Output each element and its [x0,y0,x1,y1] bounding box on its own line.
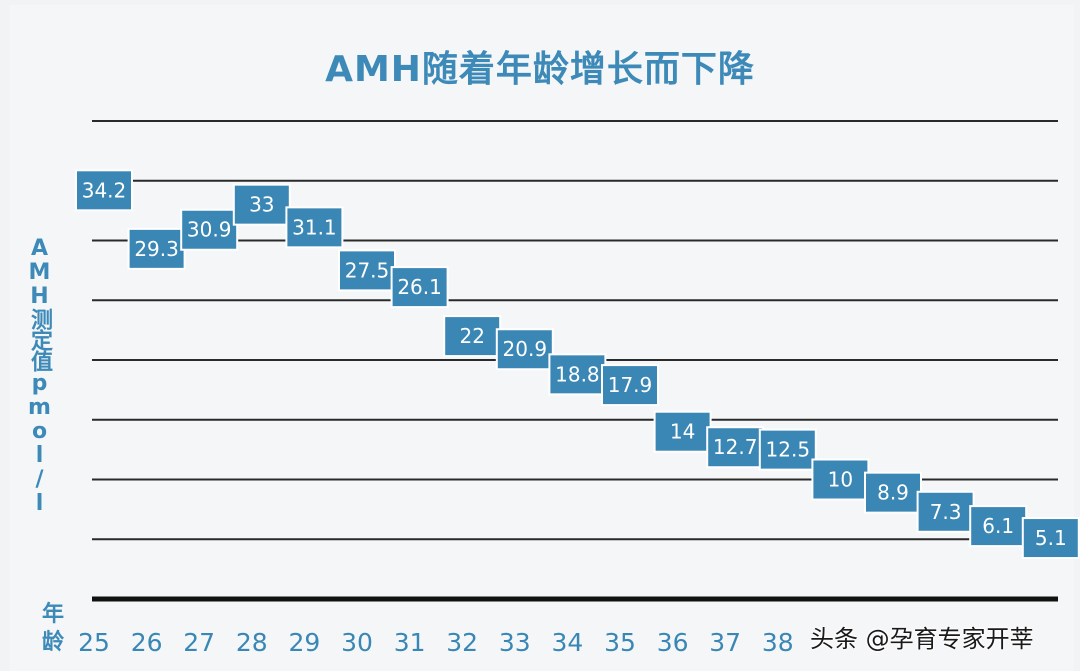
data-point-box: 17.9 [601,364,659,407]
data-label: 5.1 [1035,526,1067,550]
data-point-marker [443,315,502,358]
data-label: 20.9 [503,337,548,361]
data-point-box: 34.2 [75,169,133,212]
data-label: 18.8 [555,362,600,386]
data-point-marker [232,183,291,226]
x-axis-label-text: 年龄 [41,602,64,655]
data-point-box: 18.8 [548,353,607,396]
data-label: 7.3 [930,500,962,524]
x-axis-label: 年龄 [38,601,68,657]
data-label: 12.7 [713,435,758,459]
data-point-marker [811,458,870,501]
x-tick-label: 37 [709,628,741,657]
x-tick-label: 34 [551,628,583,657]
data-point-box: 27.5 [338,249,396,292]
data-point-box: 8.9 [864,471,922,514]
x-tick-label: 29 [288,628,320,657]
data-point-box: 31.1 [285,206,344,249]
data-label: 10 [828,468,853,492]
data-label: 34.2 [82,178,127,202]
data-label: 30.9 [187,218,232,242]
x-tick-label: 27 [183,628,215,657]
data-label: 8.9 [877,481,909,505]
data-label: 26.1 [397,275,442,299]
data-label: 12.5 [766,438,811,462]
data-label: 29.3 [134,237,179,261]
data-label: 31.1 [292,215,337,239]
x-tick-label: 35 [604,628,636,657]
x-tick-label: 25 [78,628,110,657]
x-tick-label: 31 [394,628,426,657]
data-point-box: 7.3 [916,490,975,533]
data-point-marker [285,206,344,249]
y-axis-label: AMH测定值pmol/l [27,236,52,515]
x-tick-label: 28 [236,628,268,657]
data-point-marker [758,428,817,471]
data-point-box: 26.1 [390,266,449,309]
data-point-marker [495,328,554,371]
data-label: 17.9 [608,373,653,397]
x-tick-label: 30 [341,628,373,657]
data-point-box: 12.7 [706,426,765,469]
data-point-box: 12.5 [758,428,817,471]
data-label: 22 [459,324,484,348]
data-point-box: 30.9 [180,208,239,251]
x-tick-label: 33 [499,628,531,657]
data-point-marker [390,266,449,309]
x-tick-label: 38 [762,628,794,657]
data-point-box: 6.1 [969,505,1028,548]
data-point-box: 22 [443,315,502,358]
data-point-box: 20.9 [495,328,554,371]
data-point-box: 10 [811,458,870,501]
data-label: 6.1 [982,514,1014,538]
data-point-marker [180,208,239,251]
data-point-marker [127,227,186,270]
data-label: 33 [249,193,274,217]
data-point-marker [1021,517,1080,560]
data-label: 27.5 [345,258,390,282]
data-point-marker [601,364,659,407]
data-point-box: 5.1 [1021,517,1080,560]
x-tick-label: 26 [131,628,163,657]
data-point-marker [338,249,396,292]
x-tick-label: 32 [446,628,478,657]
x-tick-label: 36 [657,628,689,657]
data-point-marker [969,505,1028,548]
data-point-marker [916,490,975,533]
data-point-box: 14 [653,410,712,453]
data-point-marker [75,169,133,212]
watermark: 头条 @孕育专家开莘 [810,625,1034,653]
data-point-box: 29.3 [127,227,186,270]
data-label: 14 [670,420,695,444]
chart-title: AMH随着年龄增长而下降 [325,49,755,90]
data-point-box: 33 [232,183,291,226]
